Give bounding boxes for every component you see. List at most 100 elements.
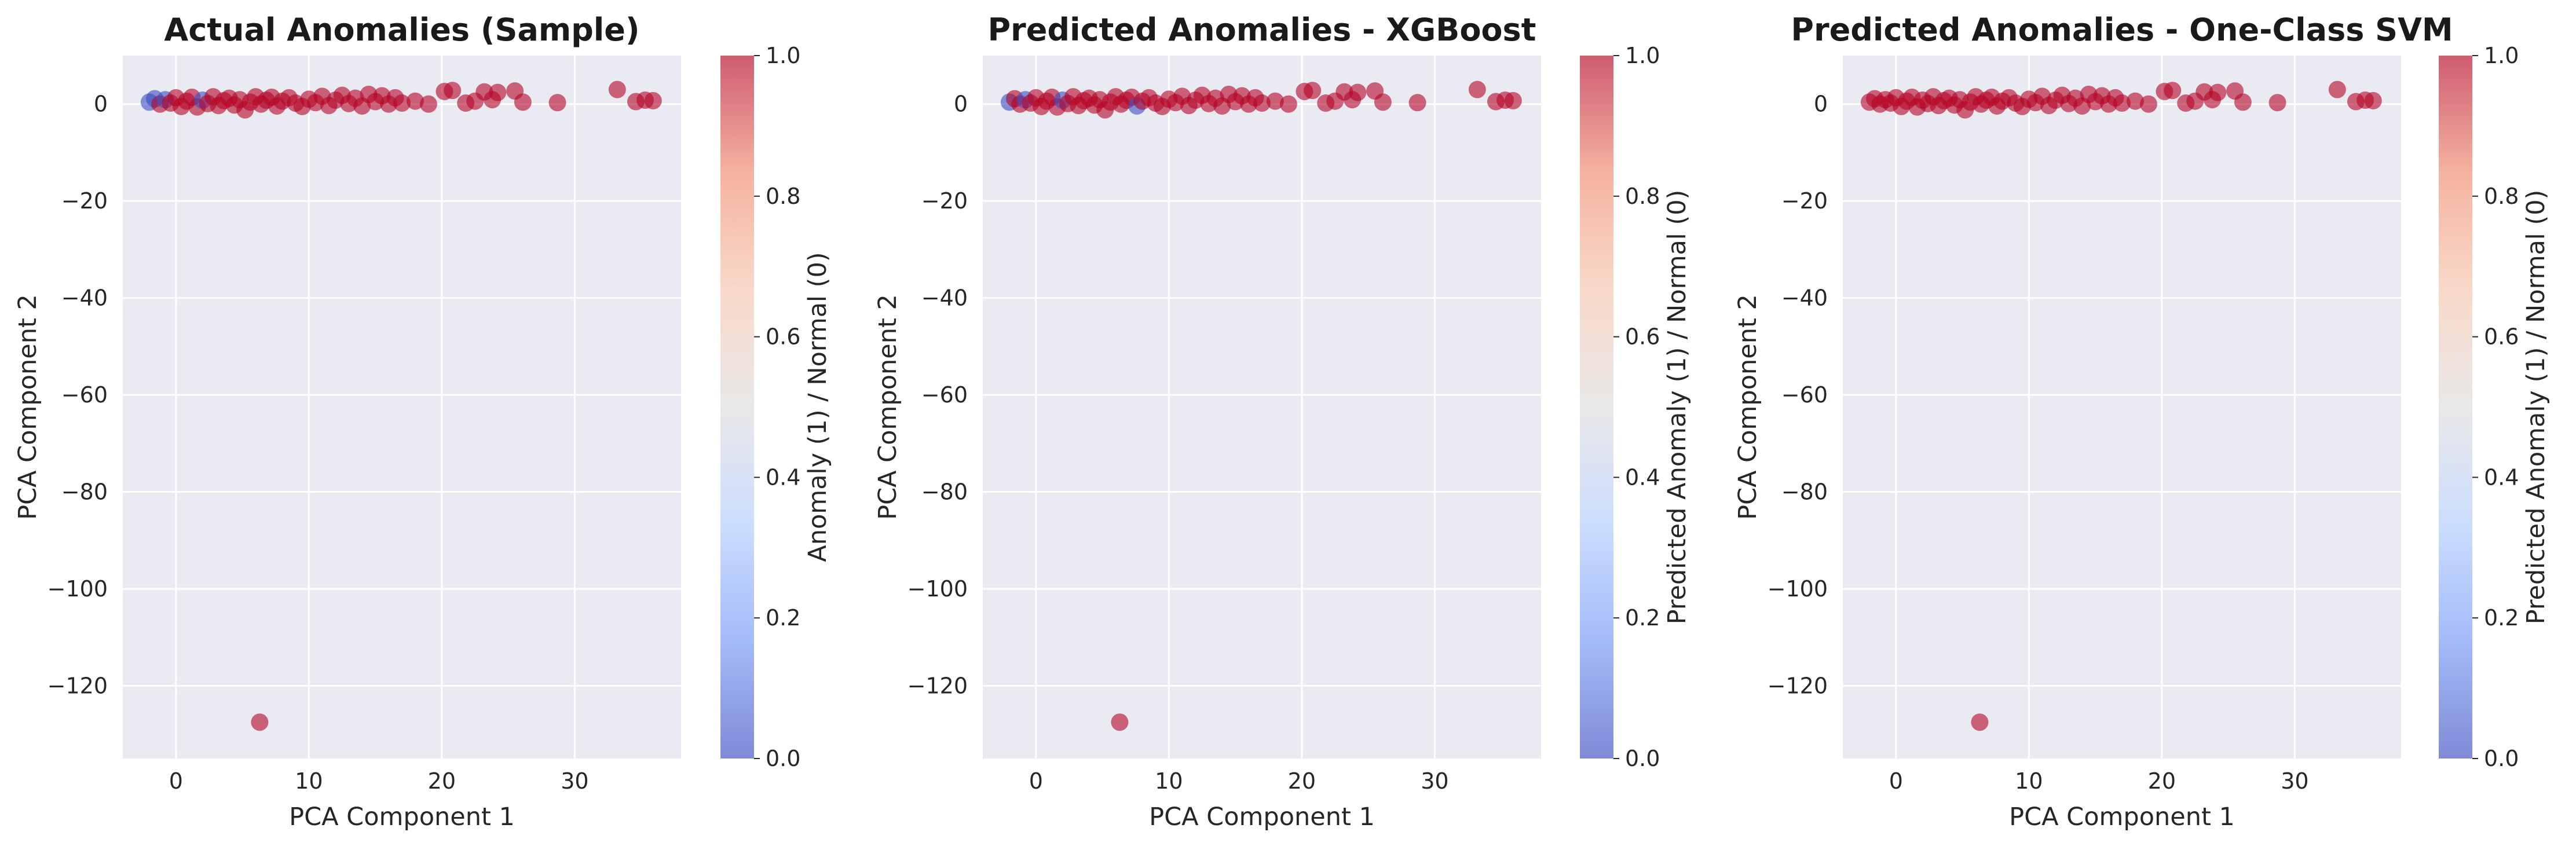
data-point [1266,92,1284,110]
data-point [419,95,437,113]
data-point [2113,94,2131,112]
y-tick-label: −60 [1781,382,1828,408]
colorbar-tick-label: 0.2 [1625,605,1660,631]
data-point [2164,82,2182,100]
x-tick-label: 10 [2015,768,2043,794]
data-point [1468,80,1486,98]
colorbar [2439,56,2472,759]
scatter-panel-1: 0 10 20 30 0 −20 −40 −60 −80 −100 −120 Actual Anoma… [13,12,832,831]
y-tick-label: −60 [61,382,108,408]
y-tick-label: −100 [47,576,108,602]
data-point [2234,93,2252,111]
data-point [1279,95,1297,113]
data-point [444,82,462,100]
x-tick-label: 10 [1155,768,1183,794]
plot-area [983,56,1541,759]
data-point [406,92,424,110]
chart-title: Predicted Anomalies - One-Class SVM [1791,12,2453,48]
data-point [644,91,662,109]
data-point [1504,91,1522,109]
colorbar-label: Predicted Anomaly (1) / Normal (0) [1663,190,1692,625]
colorbar-tick-label: 0.0 [2484,746,2519,771]
data-point [1971,713,1989,731]
data-point [2139,95,2157,113]
y-tick-label: −60 [921,382,968,408]
data-point [2328,80,2346,98]
colorbar-tick-label: 0.6 [1625,324,1660,350]
data-point [514,93,532,111]
data-point [1349,83,1367,101]
colorbar-tick-label: 0.8 [2484,184,2519,209]
colorbar-tick-label: 0.8 [766,184,800,209]
colorbar-tick-label: 0.0 [1625,746,1660,771]
chart-title: Actual Anomalies (Sample) [164,12,639,48]
colorbar-tick-label: 1.0 [2484,43,2519,68]
data-point [2364,91,2382,109]
colorbar-tick-label: 1.0 [766,43,800,68]
data-point [1408,94,1426,112]
x-axis-label: PCA Component 1 [1149,803,1375,831]
chart-title: Predicted Anomalies - XGBoost [987,12,1536,48]
x-axis-label: PCA Component 1 [2009,803,2235,831]
x-tick-label: 30 [2281,768,2308,794]
plot-area [123,56,681,759]
y-tick-label: 0 [94,91,108,117]
y-tick-label: −80 [1781,479,1828,505]
colorbar-tick-label: 0.2 [2484,605,2519,631]
y-tick-label: −80 [921,479,968,505]
colorbar [1580,56,1613,759]
colorbar [720,56,754,759]
colorbar-tick-label: 0.6 [2484,324,2519,350]
data-point [1374,93,1392,111]
x-tick-label: 0 [169,768,183,794]
x-tick-label: 20 [1288,768,1316,794]
y-tick-label: 0 [954,91,968,117]
x-tick-label: 10 [295,768,323,794]
y-tick-label: −100 [908,576,968,602]
x-tick-label: 30 [561,768,588,794]
colorbar-tick-label: 0.2 [766,605,800,631]
colorbar-tick-label: 0.4 [1625,464,1660,490]
colorbar-tick-label: 0.4 [2484,464,2519,490]
colorbar-tick-label: 1.0 [1625,43,1660,68]
y-axis-label: PCA Component 2 [13,294,42,520]
y-tick-label: −40 [61,285,108,311]
x-tick-label: 20 [2148,768,2176,794]
colorbar-tick-label: 0.4 [766,464,800,490]
y-tick-label: −20 [921,188,968,214]
data-point [2209,83,2227,101]
x-tick-label: 0 [1889,768,1903,794]
x-tick-label: 30 [1421,768,1448,794]
x-tick-label: 20 [428,768,456,794]
data-point [1111,713,1129,731]
colorbar-tick-label: 0.6 [766,324,800,350]
data-point [1304,82,1322,100]
colorbar-label: Anomaly (1) / Normal (0) [803,252,832,562]
colorbar-tick-label: 0.0 [766,746,800,771]
y-tick-label: −20 [1781,188,1828,214]
y-axis-label: PCA Component 2 [873,294,902,520]
x-axis-label: PCA Component 1 [289,803,515,831]
data-point [489,83,507,101]
x-tick-label: 0 [1029,768,1043,794]
y-tick-label: −40 [921,285,968,311]
y-tick-label: −20 [61,188,108,214]
data-point [251,713,269,731]
y-tick-label: −120 [47,673,108,698]
data-point [548,94,566,112]
y-tick-label: −80 [61,479,108,505]
data-point [608,80,626,98]
scatter-panel-3: 0 10 20 30 0 −20 −40 −60 −80 −100 −120 Predicted An… [1733,12,2551,831]
colorbar-tick-label: 0.8 [1625,184,1660,209]
colorbar-label: Predicted Anomaly (1) / Normal (0) [2522,190,2551,625]
y-tick-label: −120 [1768,673,1828,698]
y-tick-label: −40 [1781,285,1828,311]
scatter-panel-2: 0 10 20 30 0 −20 −40 −60 −80 −100 −120 Predicted An… [873,12,1692,831]
y-tick-label: −100 [1768,576,1828,602]
data-point [2268,94,2286,112]
data-point [2126,92,2144,110]
data-point [393,94,411,112]
y-axis-label: PCA Component 2 [1733,294,1762,520]
data-point [1253,94,1271,112]
